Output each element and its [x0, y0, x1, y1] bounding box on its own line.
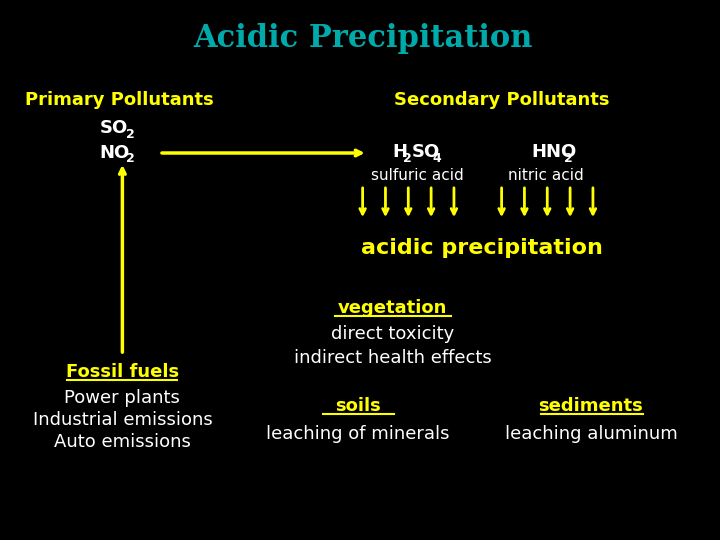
Text: SO: SO	[411, 143, 439, 161]
Text: acidic precipitation: acidic precipitation	[361, 238, 603, 258]
Text: Secondary Pollutants: Secondary Pollutants	[394, 91, 609, 109]
Text: leaching of minerals: leaching of minerals	[266, 425, 449, 443]
Text: vegetation: vegetation	[338, 299, 447, 317]
Text: 2: 2	[127, 152, 135, 165]
Text: HNO: HNO	[531, 143, 577, 161]
Text: soils: soils	[335, 397, 381, 415]
Text: sulfuric acid: sulfuric acid	[371, 167, 464, 183]
Text: leaching aluminum: leaching aluminum	[505, 425, 678, 443]
Text: Fossil fuels: Fossil fuels	[66, 363, 179, 381]
Text: 2: 2	[564, 152, 573, 165]
Text: sediments: sediments	[539, 397, 644, 415]
Text: Auto emissions: Auto emissions	[54, 433, 191, 451]
Text: NO: NO	[99, 144, 130, 162]
Text: direct toxicity: direct toxicity	[330, 325, 454, 343]
Text: SO: SO	[99, 119, 128, 137]
Text: nitric acid: nitric acid	[508, 167, 584, 183]
Text: Power plants: Power plants	[65, 389, 180, 407]
Text: H: H	[392, 143, 408, 161]
Text: 2: 2	[403, 152, 412, 165]
Text: 2: 2	[127, 127, 135, 140]
Text: Industrial emissions: Industrial emissions	[32, 411, 212, 429]
Text: Acidic Precipitation: Acidic Precipitation	[193, 23, 532, 53]
Text: indirect health effects: indirect health effects	[294, 349, 491, 367]
Text: Primary Pollutants: Primary Pollutants	[25, 91, 214, 109]
Text: 4: 4	[432, 152, 441, 165]
